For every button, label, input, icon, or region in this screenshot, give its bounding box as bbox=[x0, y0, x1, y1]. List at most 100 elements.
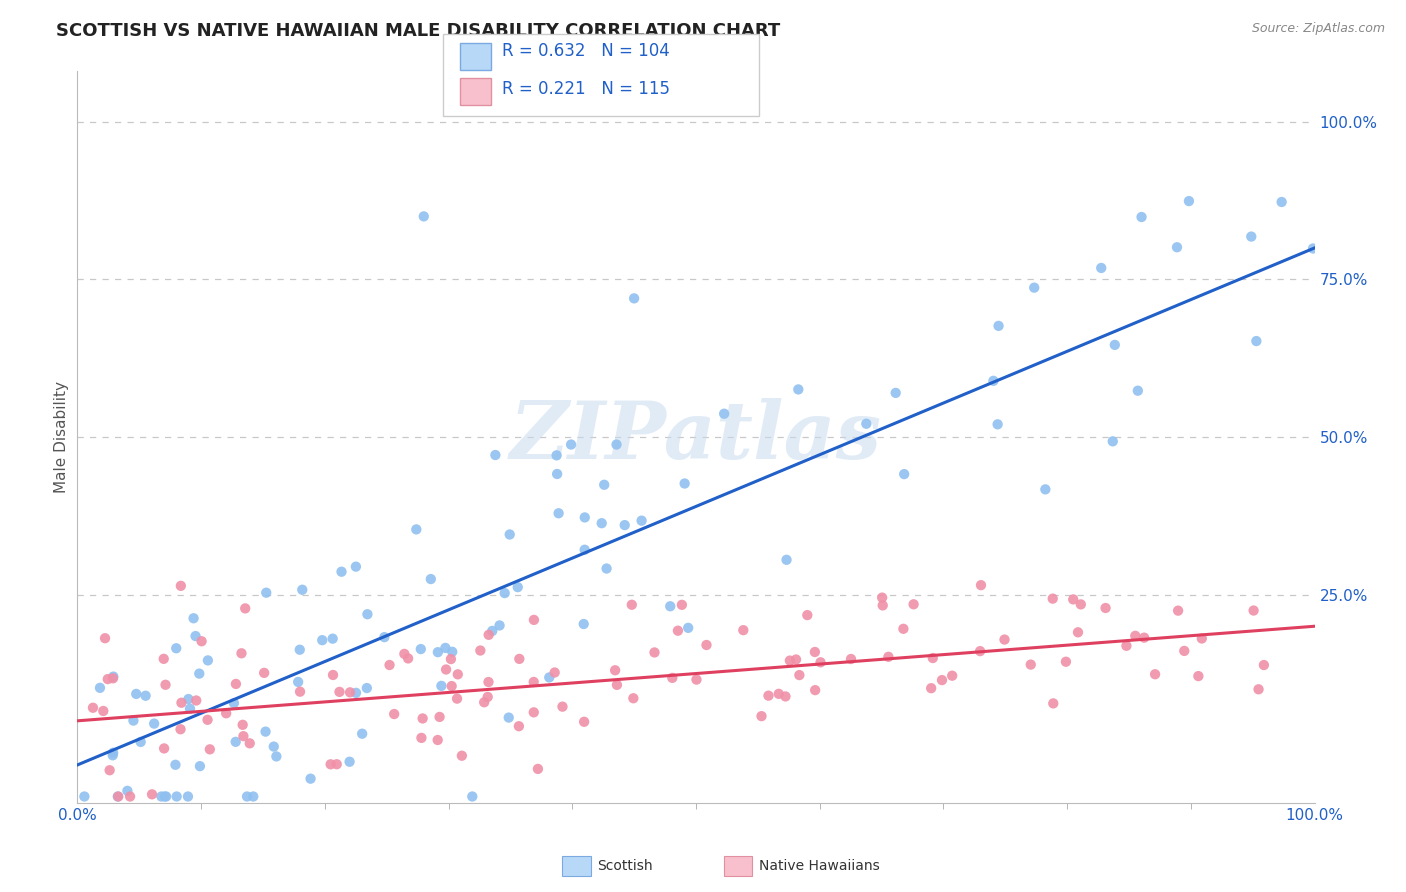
Point bbox=[239, 736, 262, 750]
Point bbox=[288, 642, 311, 657]
Point bbox=[785, 652, 807, 666]
Point bbox=[242, 789, 264, 804]
Text: ZIPatlas: ZIPatlas bbox=[510, 399, 882, 475]
Point bbox=[426, 645, 449, 659]
Point bbox=[155, 678, 177, 692]
Point bbox=[441, 645, 464, 659]
Point bbox=[494, 586, 516, 600]
Point bbox=[170, 696, 193, 710]
Point bbox=[472, 695, 495, 709]
Text: Native Hawaiians: Native Hawaiians bbox=[759, 859, 880, 873]
Point bbox=[183, 611, 205, 625]
Point bbox=[236, 789, 259, 804]
Point bbox=[987, 417, 1010, 432]
Point bbox=[117, 784, 139, 798]
Point bbox=[606, 678, 628, 692]
Point bbox=[120, 789, 142, 804]
Point bbox=[921, 651, 943, 665]
Point bbox=[695, 638, 717, 652]
Point bbox=[184, 629, 207, 643]
Point bbox=[1243, 603, 1265, 617]
Point bbox=[804, 645, 827, 659]
Point bbox=[190, 634, 212, 648]
Point bbox=[177, 692, 200, 706]
Point bbox=[546, 448, 568, 462]
Point bbox=[197, 653, 219, 667]
Point bbox=[169, 723, 191, 737]
Point bbox=[166, 789, 188, 804]
Y-axis label: Male Disability: Male Disability bbox=[53, 381, 69, 493]
Point bbox=[378, 658, 401, 673]
Point bbox=[91, 704, 114, 718]
Point bbox=[233, 601, 256, 615]
Point bbox=[538, 670, 561, 684]
Point bbox=[352, 727, 374, 741]
Point bbox=[481, 624, 503, 638]
Point bbox=[446, 691, 468, 706]
Point bbox=[685, 673, 707, 687]
Point bbox=[339, 755, 361, 769]
Point bbox=[920, 681, 942, 696]
Point bbox=[1178, 194, 1201, 208]
Point bbox=[572, 617, 595, 632]
Point bbox=[661, 671, 683, 685]
Point bbox=[931, 673, 953, 687]
Point bbox=[713, 407, 735, 421]
Point bbox=[1062, 592, 1084, 607]
Point bbox=[101, 671, 124, 685]
Point bbox=[987, 318, 1010, 333]
Point bbox=[498, 710, 520, 724]
Point bbox=[478, 628, 501, 642]
Point bbox=[254, 585, 277, 599]
Point bbox=[197, 713, 219, 727]
Point bbox=[1166, 240, 1188, 254]
Point bbox=[572, 714, 595, 729]
Point bbox=[430, 679, 453, 693]
Point bbox=[993, 632, 1015, 647]
Point bbox=[804, 683, 827, 698]
Point bbox=[82, 700, 104, 714]
Point bbox=[593, 477, 616, 491]
Point bbox=[107, 789, 129, 804]
Point bbox=[232, 729, 254, 743]
Point bbox=[356, 607, 378, 622]
Point bbox=[434, 663, 457, 677]
Point bbox=[165, 757, 187, 772]
Point bbox=[508, 719, 530, 733]
Point bbox=[810, 656, 832, 670]
Point bbox=[419, 572, 441, 586]
Point bbox=[870, 591, 893, 605]
Point bbox=[546, 467, 568, 481]
Point bbox=[101, 748, 124, 763]
Point bbox=[508, 652, 530, 666]
Point bbox=[89, 681, 111, 695]
Point bbox=[983, 374, 1005, 388]
Point bbox=[758, 689, 780, 703]
Point bbox=[1101, 434, 1123, 449]
Point bbox=[605, 437, 627, 451]
Point bbox=[787, 383, 810, 397]
Point bbox=[179, 702, 201, 716]
Point bbox=[872, 599, 894, 613]
Point bbox=[884, 385, 907, 400]
Point bbox=[796, 608, 818, 623]
Point bbox=[101, 746, 124, 760]
Point bbox=[103, 670, 125, 684]
Point bbox=[1187, 669, 1209, 683]
Point bbox=[411, 731, 433, 745]
Point bbox=[429, 710, 451, 724]
Point bbox=[768, 687, 790, 701]
Point bbox=[287, 675, 309, 690]
Point bbox=[97, 672, 120, 686]
Point bbox=[595, 561, 617, 575]
Point bbox=[1191, 632, 1213, 646]
Point bbox=[405, 522, 427, 536]
Point bbox=[440, 652, 463, 666]
Point bbox=[666, 624, 689, 638]
Point bbox=[605, 663, 627, 677]
Point bbox=[1070, 598, 1092, 612]
Point bbox=[591, 516, 613, 531]
Point bbox=[232, 718, 254, 732]
Point bbox=[527, 762, 550, 776]
Text: SCOTTISH VS NATIVE HAWAIIAN MALE DISABILITY CORRELATION CHART: SCOTTISH VS NATIVE HAWAIIAN MALE DISABIL… bbox=[56, 22, 780, 40]
